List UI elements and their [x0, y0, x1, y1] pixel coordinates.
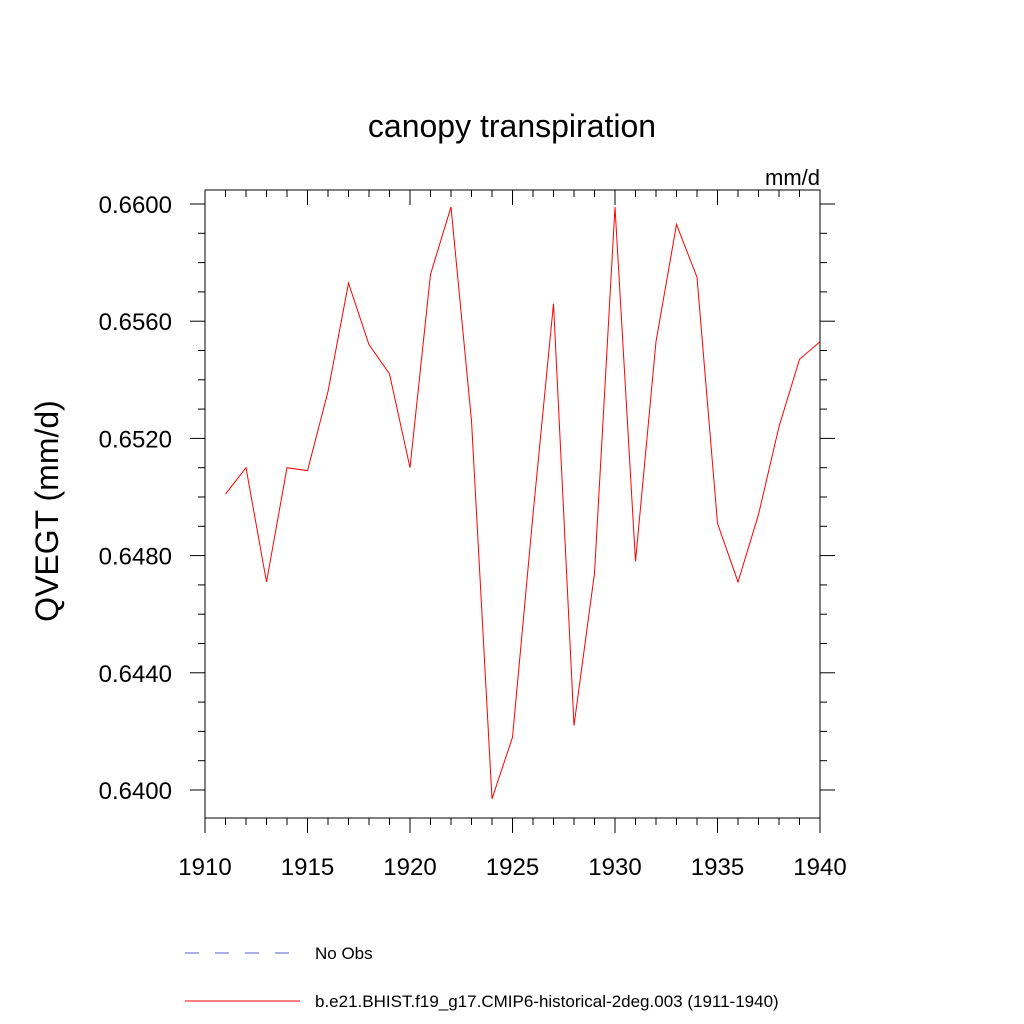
units-label: mm/d [765, 165, 820, 190]
y-tick-label: 0.6520 [99, 426, 172, 453]
legend-label-0: b.e21.BHIST.f19_g17.CMIP6-historical-2de… [315, 992, 779, 1011]
y-tick-label: 0.6400 [99, 778, 172, 805]
x-tick-label: 1925 [486, 854, 539, 881]
series-lines [225, 206, 821, 799]
y-tick-label: 0.6480 [99, 544, 172, 571]
x-tick-label: 1910 [178, 854, 231, 881]
y-axis-label: QVEGT (mm/d) [29, 400, 65, 622]
axes [204, 189, 821, 819]
y-tick-label: 0.6440 [99, 661, 172, 688]
x-tick-label: 1940 [793, 854, 846, 881]
x-tick-label: 1935 [691, 854, 744, 881]
y-tick-label: 0.6600 [99, 192, 172, 219]
legend: No Obs b.e21.BHIST.f19_g17.CMIP6-historic… [185, 944, 779, 1011]
legend-label-1: No Obs [315, 944, 373, 963]
x-tick-label: 1930 [588, 854, 641, 881]
series-line-0 [225, 206, 821, 799]
chart-title: canopy transpiration [368, 108, 656, 144]
ticks: 1910 1915 1920 1925 1930 1935 1940 0.6400 0.6440… [99, 190, 847, 881]
y-tick-label: 0.6560 [99, 309, 172, 336]
x-tick-label: 1915 [281, 854, 334, 881]
x-tick-label: 1920 [383, 854, 436, 881]
plot-frame [204, 189, 821, 819]
